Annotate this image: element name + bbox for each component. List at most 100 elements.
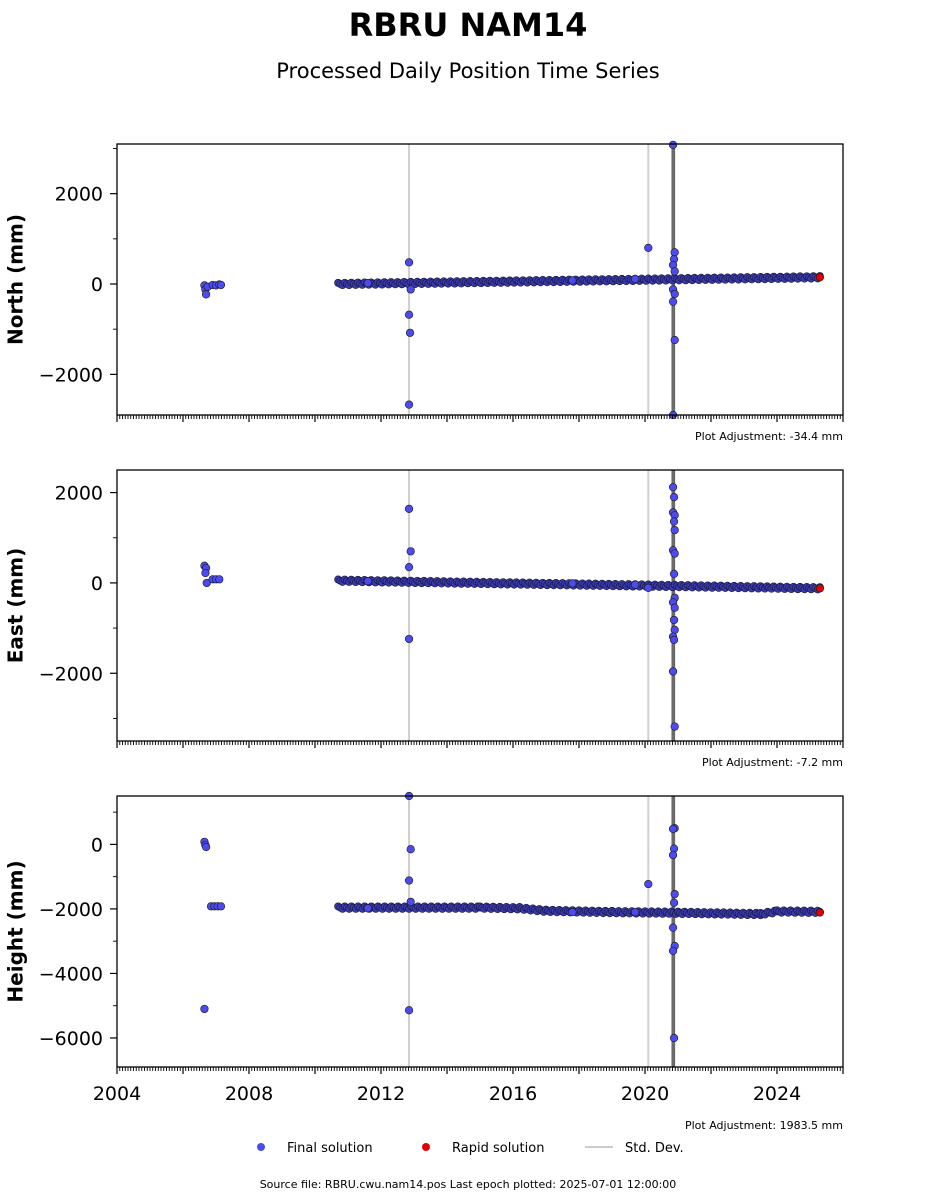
final-point xyxy=(404,504,414,513)
final-point xyxy=(670,549,679,558)
final-point xyxy=(406,845,415,854)
final-point xyxy=(404,634,414,644)
final-point xyxy=(668,297,678,306)
final-point xyxy=(669,635,679,644)
plot-adjustment-note: Plot Adjustment: 1983.5 mm xyxy=(685,1119,843,1132)
final-point xyxy=(216,280,226,290)
final-point xyxy=(363,904,372,913)
final-band xyxy=(334,575,824,594)
y-tick-label: 2000 xyxy=(55,184,103,206)
final-point xyxy=(668,483,678,492)
source-footer: Source file: RBRU.cwu.nam14.pos Last epo… xyxy=(260,1178,677,1191)
final-point xyxy=(568,908,577,917)
final-point xyxy=(644,879,653,889)
final-point xyxy=(670,603,679,612)
final-point xyxy=(630,908,640,917)
x-tick-label: 2024 xyxy=(753,1083,801,1105)
x-tick-label: 2008 xyxy=(225,1083,273,1105)
final-point xyxy=(404,563,414,572)
x-tick-label: 2004 xyxy=(93,1083,141,1105)
final-point xyxy=(404,310,414,319)
figure-subtitle: Processed Daily Position Time Series xyxy=(276,59,660,83)
final-point xyxy=(670,289,679,299)
panels-group: −2000 0 2000 North (mm) Plot Adjustment: -34… xyxy=(4,140,844,1132)
plot-adjustment-note: Plot Adjustment: -7.2 mm xyxy=(702,756,843,769)
final-point xyxy=(668,946,678,955)
axes-frame xyxy=(116,469,844,742)
final-point xyxy=(669,1033,679,1043)
y-tick-label: −4000 xyxy=(39,963,103,985)
final-point xyxy=(670,525,679,535)
final-point xyxy=(200,1004,209,1014)
final-point xyxy=(668,824,678,834)
y-tick-label: −2000 xyxy=(39,364,103,386)
final-point xyxy=(669,517,679,526)
final-point xyxy=(405,328,415,337)
y-tick-label: −2000 xyxy=(39,899,103,921)
y-tick-label: 0 xyxy=(91,573,103,595)
legend-rapid-label: Rapid solution xyxy=(452,1141,544,1156)
final-point xyxy=(668,850,678,860)
final-point xyxy=(670,248,679,257)
final-point xyxy=(644,243,653,252)
final-point xyxy=(363,279,372,288)
final-point xyxy=(669,493,679,502)
final-point xyxy=(202,290,211,299)
y-tick-label: 2000 xyxy=(55,483,103,505)
final-point xyxy=(404,400,414,409)
final-point xyxy=(202,842,211,852)
final-point xyxy=(406,897,415,906)
final-band xyxy=(334,902,824,920)
panel-1: −2000 0 2000 East (mm) Plot Adjustment: -7.2… xyxy=(4,469,844,769)
final-point xyxy=(670,889,679,899)
y-tick-label: −2000 xyxy=(39,663,103,685)
final-point xyxy=(201,568,210,578)
final-point xyxy=(568,276,577,285)
final-point xyxy=(406,285,415,294)
final-point xyxy=(406,547,415,556)
final-point xyxy=(202,578,211,588)
final-point xyxy=(669,615,679,625)
y-tick-label: −6000 xyxy=(39,1028,103,1050)
panel-0: −2000 0 2000 North (mm) Plot Adjustment: -34… xyxy=(4,140,844,443)
y-tick-label: 0 xyxy=(91,274,103,296)
rapid-point xyxy=(815,908,825,917)
rapid-point xyxy=(815,273,825,282)
final-point xyxy=(670,722,679,731)
final-point xyxy=(644,583,653,592)
legend-final-label: Final solution xyxy=(287,1141,373,1156)
final-point xyxy=(670,335,679,345)
final-point xyxy=(668,667,678,676)
final-point xyxy=(668,140,678,150)
final-point xyxy=(215,575,224,584)
y-axis-label: East (mm) xyxy=(4,548,28,664)
final-point xyxy=(670,267,679,276)
figure-title: RBRU NAM14 xyxy=(349,6,588,44)
final-point xyxy=(568,579,577,588)
y-axis-label: North (mm) xyxy=(4,214,28,345)
y-axis-label: Height (mm) xyxy=(4,860,28,1002)
legend-final-marker xyxy=(257,1143,265,1151)
legend: Final solution Rapid solution Std. Dev. xyxy=(257,1141,684,1156)
final-point xyxy=(670,625,679,634)
plot-adjustment-note: Plot Adjustment: -34.4 mm xyxy=(695,430,843,443)
final-point xyxy=(363,577,372,586)
final-point xyxy=(668,923,678,932)
final-point xyxy=(630,274,640,284)
final-point xyxy=(669,898,679,907)
final-point xyxy=(404,1006,414,1015)
legend-stddev-label: Std. Dev. xyxy=(625,1141,684,1156)
final-point xyxy=(669,569,679,578)
final-band xyxy=(334,272,824,290)
final-point xyxy=(404,258,414,267)
x-tick-label: 2016 xyxy=(489,1083,537,1105)
final-point xyxy=(216,902,226,911)
final-point xyxy=(404,876,414,885)
panel-2: 2004 2008 2012 2016 2020 2024 −6000 −4000 −2000 0… xyxy=(4,791,844,1132)
final-point xyxy=(630,580,640,589)
axes-frame xyxy=(116,795,844,1068)
rapid-point xyxy=(815,584,825,593)
y-tick-label: 0 xyxy=(91,834,103,856)
legend-rapid-marker xyxy=(422,1143,430,1151)
